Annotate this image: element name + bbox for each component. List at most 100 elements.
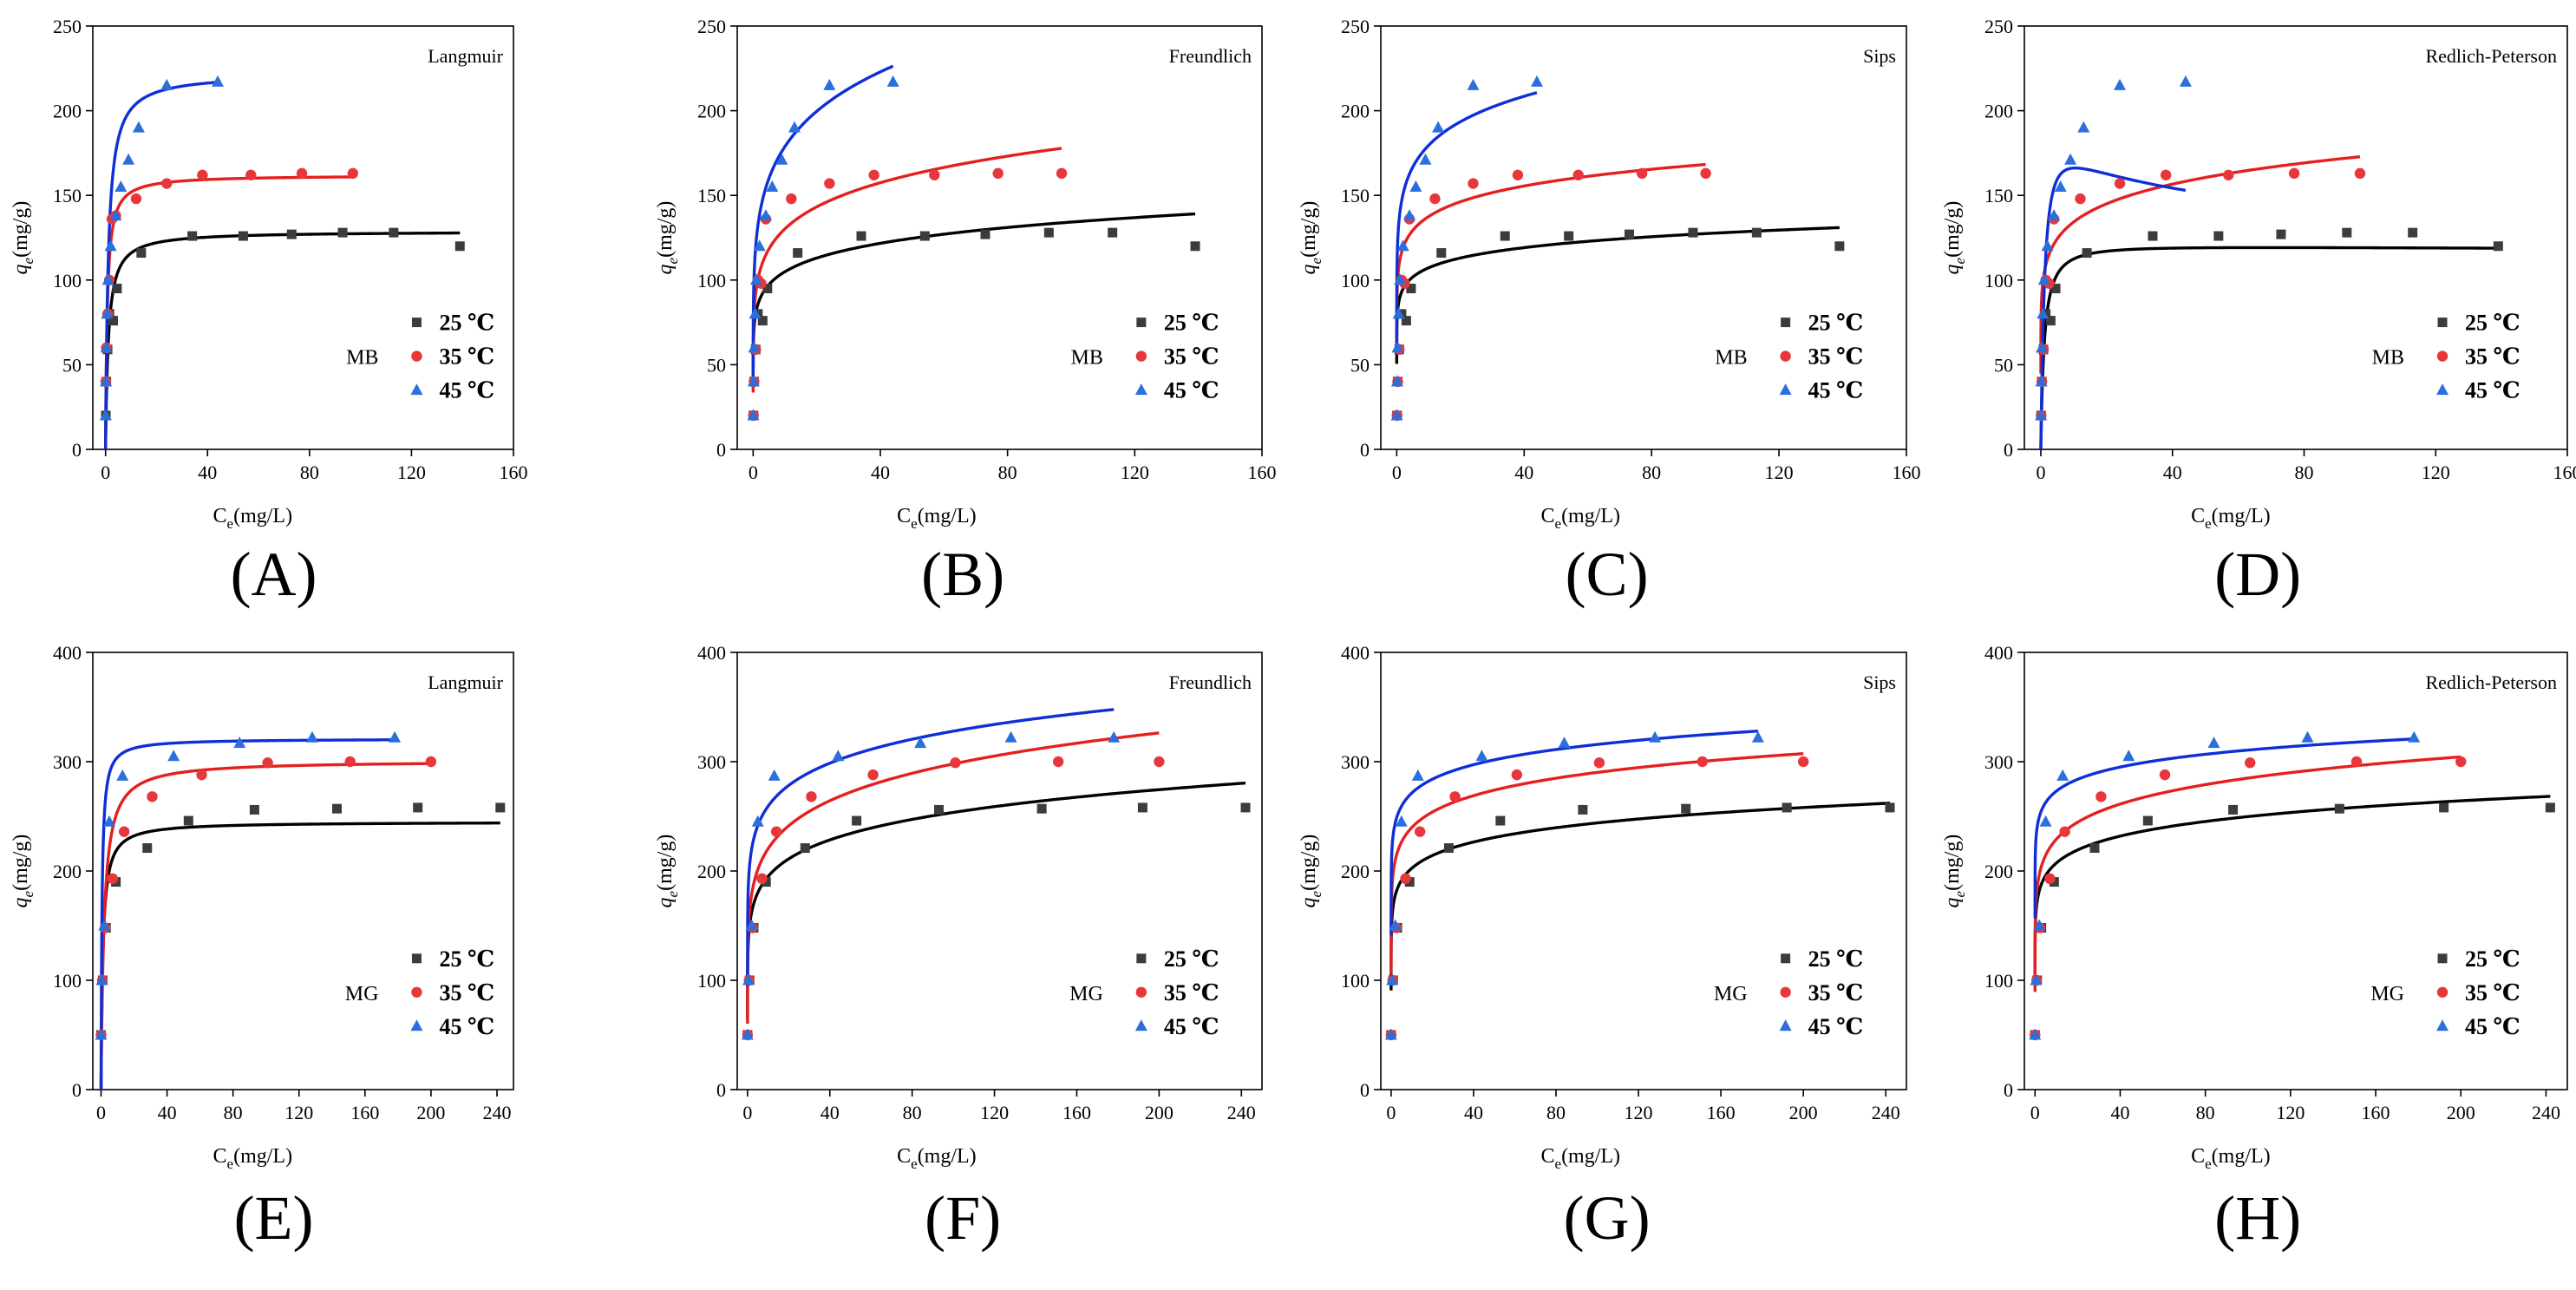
data-point-square [2342,227,2352,238]
data-point-triangle [1389,919,1402,931]
data-point-triangle [99,409,112,421]
model-label: Langmuir [428,45,503,67]
y-axis-title: qe(mg/g) [10,201,36,275]
data-point-square [1500,231,1510,241]
data-point-circle [161,178,173,189]
y-tick-label: 200 [697,101,726,122]
y-tick-label: 100 [697,970,726,992]
data-point-triangle [742,973,755,986]
data-point-circle [1697,756,1708,768]
data-point-square [108,316,119,326]
model-label: Sips [1863,45,1896,67]
legend-entry-label: 45 ℃ [2465,378,2520,403]
x-axis-title-unit: (mg/L) [2212,1145,2271,1168]
data-point-triangle [114,180,127,192]
data-point-square [1495,815,1506,826]
legend: 25 ℃ 35 ℃ 45 ℃ MB [1070,311,1219,403]
data-point-square [1688,227,1698,238]
data-point-square [2148,231,2158,241]
legend: 25 ℃ 35 ℃ 45 ℃ MB [346,311,494,403]
data-point-square [1782,802,1792,813]
data-point-square [413,802,423,813]
fit-curve [746,708,1115,987]
data-point-circle [1400,873,1411,885]
data-point-square [1834,241,1845,252]
data-point-circle [425,756,437,768]
x-tick-label: 80 [224,1102,243,1123]
x-axis-title: Ce(mg/L) [213,1145,293,1172]
y-tick-label: 200 [1984,861,2013,882]
y-axis-title-sub: e [1952,890,1968,897]
x-axis-title: Ce(mg/L) [1541,505,1621,532]
y-tick-label: 150 [1984,185,2013,206]
x-axis-title: Ce(mg/L) [897,1145,977,1172]
y-tick-label: 200 [53,101,82,122]
data-point-triangle [1475,750,1488,762]
x-axis-title-unit: (mg/L) [918,505,977,527]
data-point-circle [992,167,1004,180]
legend-entry-label: 25 ℃ [439,946,494,972]
x-tick-label: 80 [1546,1102,1566,1123]
y-axis-title-sub: e [664,257,681,264]
data-point-square [286,229,297,239]
data-point-circle [2044,873,2056,885]
chart-panel-D: 04080120160050100150200250Ce(mg/L)qe(mg/… [1941,16,2576,609]
data-point-square [1136,318,1147,328]
x-tick-label: 160 [1248,462,1277,483]
y-axis-title-unit: (mg/g) [1298,835,1320,891]
data-point-square [919,231,930,241]
data-point-triangle [122,153,135,165]
dye-label: MB [1070,347,1102,370]
legend-entry-label: 35 ℃ [2465,344,2520,370]
data-point-square [2437,318,2448,328]
data-point-triangle [2039,815,2052,827]
legend-entry-label: 25 ℃ [1164,946,1219,972]
data-point-square [411,318,422,328]
data-point-square [1781,318,1791,328]
legend-entry-label: 45 ℃ [439,378,494,403]
data-point-square [1240,802,1251,813]
x-tick-label: 40 [2163,462,2182,483]
data-point-triangle [766,180,779,192]
chart-panel-F: 0 40 80 120 160 200 2400100200300400Ce(mg/L)qe… [654,642,1263,1253]
data-point-circle [1572,169,1584,180]
legend: 25 ℃ 35 ℃ 45 ℃ MG [345,946,494,1039]
data-point-triangle [101,307,114,319]
x-tick-label: 40 [2110,1102,2129,1123]
x-tick-label: 0 [96,1102,106,1123]
data-point-circle [2059,826,2070,837]
data-point-triangle [2054,180,2067,192]
data-points [99,75,465,421]
data-point-circle [1797,756,1809,768]
y-tick-label: 250 [697,16,726,37]
data-point-square [389,227,399,238]
data-point-square [1137,802,1147,813]
x-tick-label: 40 [1514,462,1533,483]
fit-curve [1389,752,1804,975]
y-axis-title: qe(mg/g) [10,835,36,908]
data-point-circle [1780,350,1791,362]
legend-entry-label: 25 ℃ [2465,946,2520,972]
y-tick-label: 0 [716,439,726,461]
y-axis-title-main: q [654,897,677,907]
data-point-circle [2114,178,2126,189]
x-tick-label: 160 [500,462,528,483]
dye-label: MB [1715,347,1747,370]
data-point-triangle [2056,769,2069,781]
data-point-square [757,316,768,326]
data-point-triangle [2033,919,2046,931]
data-point-triangle [832,750,845,762]
x-axis-title-sub: e [1555,515,1562,532]
y-axis-title-unit: (mg/g) [1941,201,1964,258]
data-point-triangle [2037,307,2050,319]
data-point-square [1781,953,1791,964]
data-point-triangle [1530,75,1543,87]
y-axis-title-sub: e [664,890,681,897]
data-point-circle [344,756,356,768]
data-point-circle [411,350,422,362]
fit-curve [103,175,353,449]
panel-label: (D) [2214,540,2301,609]
data-points [2029,730,2555,1041]
y-tick-label: 400 [53,642,82,664]
plot-frame [1380,25,1907,450]
